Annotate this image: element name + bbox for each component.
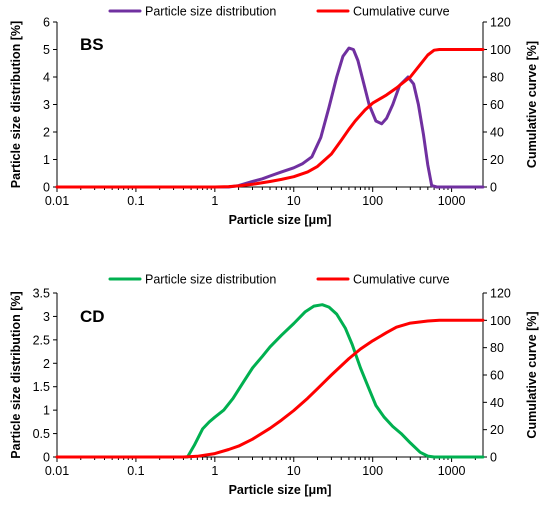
left-y-tick-label: 1.5: [33, 380, 50, 394]
right-y-tick-label: 100: [490, 43, 511, 57]
x-tick-label: 0.01: [45, 464, 69, 478]
x-tick-label: 0.1: [127, 464, 144, 478]
left-y-axis-title: Particle size distribution [%]: [9, 21, 23, 188]
right-y-axis-title: Cumulative curve [%]: [525, 311, 539, 438]
right-y-tick-label: 40: [490, 396, 504, 410]
left-y-tick-label: 2.5: [33, 333, 50, 347]
left-y-tick-label: 5: [43, 43, 50, 57]
left-y-axis-title: Particle size distribution [%]: [9, 291, 23, 458]
x-tick-label: 10: [287, 194, 301, 208]
x-tick-label: 1000: [438, 194, 466, 208]
left-y-tick-label: 2: [43, 357, 50, 371]
left-y-tick-label: 1: [43, 404, 50, 418]
right-y-tick-label: 60: [490, 369, 504, 383]
chart-panel-bs: 0.01 0.1 1 10 100 10000123456020406080100120P…: [9, 5, 539, 228]
x-tick-label: 0.01: [45, 194, 69, 208]
x-tick-label: 100: [362, 194, 383, 208]
right-y-axis-title: Cumulative curve [%]: [525, 41, 539, 168]
right-y-tick-label: 40: [490, 126, 504, 140]
left-y-tick-label: 0: [43, 181, 50, 195]
cumulative-curve-line: [55, 318, 485, 459]
left-y-tick-label: 4: [43, 71, 50, 85]
right-y-tick-label: 0: [490, 451, 497, 465]
legend-label: Particle size distribution: [145, 273, 276, 287]
x-tick-label: 1: [211, 464, 218, 478]
right-y-tick-label: 80: [490, 341, 504, 355]
right-y-tick-label: 120: [490, 16, 511, 30]
left-y-tick-label: 3: [43, 98, 50, 112]
x-tick-label: 0.1: [127, 194, 144, 208]
right-y-tick-label: 0: [490, 181, 497, 195]
x-tick-label: 10: [287, 464, 301, 478]
right-y-tick-label: 120: [490, 287, 511, 301]
cumulative-curve-line: [55, 48, 485, 189]
right-y-tick-label: 20: [490, 423, 504, 437]
right-y-tick-label: 60: [490, 98, 504, 112]
legend-label: Cumulative curve: [353, 273, 450, 287]
left-y-tick-label: 6: [43, 16, 50, 30]
x-tick-label: 1000: [438, 464, 466, 478]
right-y-tick-label: 80: [490, 71, 504, 85]
x-axis-title: Particle size [μm]: [229, 483, 332, 497]
x-tick-label: 1: [211, 194, 218, 208]
panel-label: CD: [80, 307, 105, 326]
distribution-line: [55, 46, 485, 189]
panel-label: BS: [80, 35, 104, 54]
left-y-tick-label: 0.5: [33, 427, 50, 441]
distribution-line: [55, 303, 485, 459]
left-y-tick-label: 3.5: [33, 287, 50, 301]
right-y-tick-label: 20: [490, 153, 504, 167]
left-y-tick-label: 3: [43, 310, 50, 324]
right-y-tick-label: 100: [490, 314, 511, 328]
legend-label: Particle size distribution: [145, 5, 276, 19]
chart-panel-cd: 0.01 0.1 1 10 100 1000 0 0.5 1 1.5 2 2.5 3 3.5 0 20 40 60…: [9, 273, 539, 498]
left-y-tick-label: 0: [43, 451, 50, 465]
x-tick-label: 100: [362, 464, 383, 478]
legend-label: Cumulative curve: [353, 5, 450, 19]
left-y-tick-label: 2: [43, 126, 50, 140]
left-y-tick-label: 1: [43, 153, 50, 167]
x-axis-title: Particle size [μm]: [229, 213, 332, 227]
